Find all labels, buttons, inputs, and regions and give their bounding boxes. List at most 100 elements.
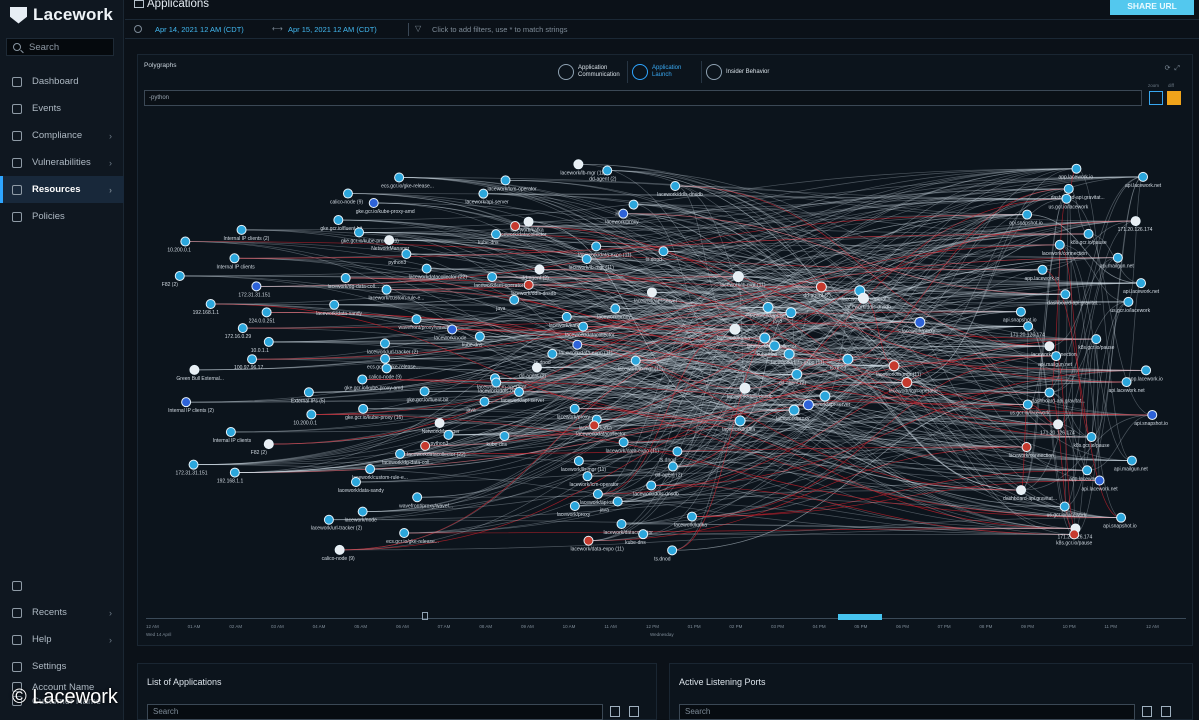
sidebar-search[interactable]: Search — [6, 38, 114, 56]
graph-node — [802, 399, 814, 411]
graph-edge — [359, 232, 1057, 357]
sidebar-item-dashboard[interactable]: Dashboard — [0, 68, 124, 95]
graph-node — [1069, 529, 1080, 540]
graph-edge — [789, 353, 895, 367]
graph-edge — [515, 225, 1092, 438]
graph-node — [687, 511, 698, 522]
graph-edge — [505, 180, 1127, 383]
graph-node — [479, 396, 490, 407]
tab-application-launch[interactable]: Application Launch — [632, 61, 702, 83]
graph-edge — [768, 307, 1050, 347]
applications-card: List of Applications Search — [137, 663, 657, 720]
graph-edge — [496, 369, 1147, 383]
sidebar-item-compliance[interactable]: Compliance › — [0, 122, 124, 149]
graph-edge — [492, 276, 1029, 327]
graph-edge — [448, 168, 1077, 436]
graph-node — [251, 281, 262, 292]
graph-edge — [328, 519, 1076, 529]
graph-node — [788, 404, 800, 416]
graph-edge — [566, 286, 822, 318]
sidebar-item-account[interactable]: Account Name — [0, 680, 124, 694]
graph-edge — [1074, 301, 1129, 535]
graph-node-label: dd-agent (2) — [655, 473, 683, 479]
sidebar-item-events[interactable]: Events — [0, 95, 124, 122]
graph-edge — [578, 163, 791, 313]
expand-icon[interactable]: ⤢ — [1174, 65, 1180, 72]
timeline-tick-label: 12 AM — [146, 624, 159, 629]
sidebar-item-settings[interactable]: Settings — [0, 653, 124, 680]
graph-edge — [764, 337, 1092, 438]
polygraph-query-input[interactable]: -python — [144, 90, 1142, 106]
tab-application-communication[interactable]: Application Communication — [558, 61, 628, 83]
graph-node-label: java — [772, 319, 782, 325]
graph-node — [1061, 193, 1072, 204]
graph-edge — [311, 244, 1060, 415]
graph-node-label: F82 (2) — [162, 282, 178, 288]
applications-search-input[interactable]: Search — [147, 704, 603, 720]
graph-edge — [252, 220, 1136, 360]
timeline-brush[interactable] — [838, 614, 882, 620]
tab-insider-behavior[interactable]: Insider Behavior — [706, 61, 776, 83]
zoom-caption: zoom — [1148, 83, 1160, 88]
sidebar-item-resources[interactable]: Resources › — [0, 176, 124, 203]
sidebar-item-recents[interactable]: Recents › — [0, 599, 124, 626]
graph-node — [510, 221, 521, 232]
graph-edge — [448, 257, 1118, 436]
graph-node-label: lacework/ddls-dnsdb — [511, 291, 557, 297]
filter-input[interactable]: Click to add filters, use * to match str… — [432, 25, 568, 34]
graph-node-label: ts.dnod — [830, 365, 847, 371]
graph-edge — [607, 170, 1059, 425]
timeline-handle[interactable] — [422, 612, 428, 620]
sidebar-item-keyboard[interactable] — [0, 572, 124, 599]
sidebar-item-help[interactable]: Help › — [0, 626, 124, 653]
timeline[interactable]: Wed 14 April Wednesday 12 AM 01 AM 02 AM 03… — [146, 610, 1186, 642]
sidebar-item-policies[interactable]: Policies — [0, 203, 124, 230]
graph-edge — [594, 286, 822, 426]
start-date[interactable]: Apr 14, 2021 12 AM (CDT) — [155, 25, 244, 34]
zoom-button[interactable] — [1149, 91, 1163, 105]
graph-edge — [607, 170, 1043, 271]
columns-icon[interactable] — [629, 706, 639, 717]
end-date[interactable]: Apr 15, 2021 12 AM (CDT) — [288, 25, 377, 34]
graph-edge — [906, 168, 1077, 383]
graph-edge — [633, 204, 1028, 405]
graph-node — [379, 338, 390, 349]
graph-edge — [252, 345, 1050, 360]
clock-icon — [12, 607, 22, 618]
graph-edge — [495, 198, 1067, 235]
graph-edge — [1087, 176, 1144, 471]
graph-node-label: lacework/url-tracker (2) — [311, 526, 362, 532]
graph-node-label: 192.168.1.1 — [217, 479, 244, 485]
time-range-clock-icon[interactable] — [134, 25, 142, 33]
sidebar-item-vulnerabilities[interactable]: Vulnerabilities › — [0, 149, 124, 176]
graph-node-label: calico-node (9) — [330, 200, 363, 206]
graph-node-label: kube-dns — [625, 540, 646, 546]
graph-node-label: lacework/connection — [1042, 251, 1088, 257]
export-icon[interactable] — [610, 706, 620, 717]
graph-node-label: app.lacework.io — [1128, 376, 1163, 382]
diff-button[interactable] — [1167, 91, 1181, 105]
graph-edge — [528, 221, 741, 422]
polygraph-graph[interactable]: Internal IP clients (2) 10.200.0.1 Interna… — [138, 55, 1192, 610]
graph-node — [667, 545, 678, 556]
graph-edge — [675, 185, 1028, 215]
graph-edge — [416, 312, 791, 320]
sidebar-item-customer[interactable]: Customer Name — [0, 694, 124, 708]
graph-node — [672, 446, 683, 457]
share-url-button[interactable]: SHARE URL — [1110, 0, 1194, 15]
graph-edge — [359, 176, 1144, 233]
ports-search-input[interactable]: Search — [679, 704, 1135, 720]
refresh-icon[interactable]: ⟳ — [1164, 65, 1171, 72]
graph-node — [236, 224, 247, 235]
graph-node-label: api.mailgun.net — [1114, 467, 1149, 473]
graph-edge — [574, 276, 739, 507]
graph-node — [205, 298, 216, 309]
columns-icon[interactable] — [1161, 706, 1171, 717]
graph-node-label: dd-agent (2) — [589, 177, 617, 183]
graph-node — [739, 382, 751, 394]
logo[interactable]: Lacework — [10, 5, 113, 25]
graph-edge — [1042, 269, 1122, 519]
export-icon[interactable] — [1142, 706, 1152, 717]
graph-edge — [268, 301, 1129, 343]
graph-node-label: lacework/api-server — [634, 298, 678, 304]
